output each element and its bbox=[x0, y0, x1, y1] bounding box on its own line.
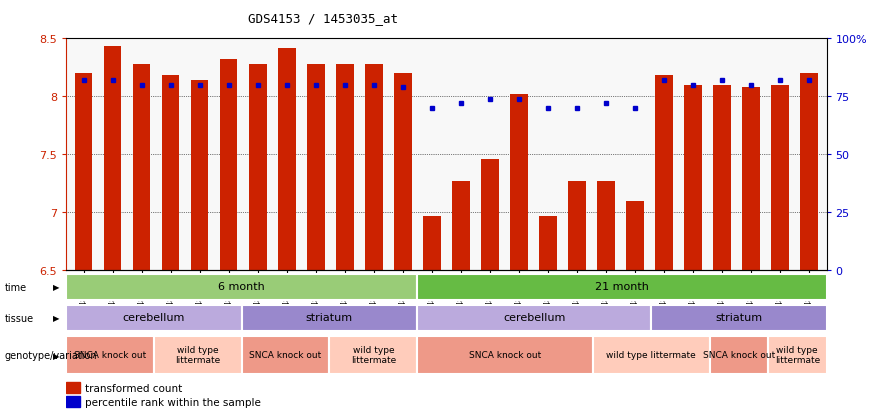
Text: cerebellum: cerebellum bbox=[503, 313, 566, 323]
Text: SNCA knock out: SNCA knock out bbox=[249, 350, 322, 359]
Bar bbox=[510, 95, 528, 271]
Text: GDS4153 / 1453035_at: GDS4153 / 1453035_at bbox=[248, 12, 398, 25]
Text: ▶: ▶ bbox=[53, 351, 59, 360]
Bar bbox=[423, 216, 440, 271]
Bar bbox=[66, 396, 80, 407]
Text: genotype/variation: genotype/variation bbox=[4, 350, 97, 360]
Bar bbox=[365, 65, 383, 271]
Text: SNCA knock out: SNCA knock out bbox=[74, 350, 146, 359]
Bar bbox=[568, 181, 586, 271]
Bar bbox=[627, 201, 644, 271]
Bar bbox=[652, 305, 827, 331]
Bar bbox=[772, 85, 789, 271]
Bar bbox=[481, 159, 499, 271]
Text: 21 month: 21 month bbox=[595, 282, 649, 292]
Text: wild type
littermate: wild type littermate bbox=[175, 345, 220, 364]
Bar bbox=[162, 76, 179, 271]
Bar bbox=[768, 337, 827, 374]
Bar bbox=[66, 305, 241, 331]
Text: wild type
littermate: wild type littermate bbox=[351, 345, 396, 364]
Bar bbox=[330, 337, 417, 374]
Bar bbox=[75, 74, 93, 271]
Text: striatum: striatum bbox=[306, 313, 353, 323]
Bar bbox=[278, 48, 295, 271]
Text: SNCA knock out: SNCA knock out bbox=[703, 350, 775, 359]
Bar bbox=[104, 47, 121, 271]
Bar bbox=[800, 74, 818, 271]
Text: wild type
littermate: wild type littermate bbox=[774, 345, 820, 364]
Bar bbox=[417, 305, 652, 331]
Text: transformed count: transformed count bbox=[85, 383, 183, 393]
Bar bbox=[417, 274, 827, 300]
Bar bbox=[241, 337, 330, 374]
Text: ▶: ▶ bbox=[53, 282, 59, 292]
Text: striatum: striatum bbox=[715, 313, 762, 323]
Bar bbox=[241, 305, 417, 331]
Bar bbox=[710, 337, 768, 374]
Bar bbox=[655, 76, 673, 271]
Text: tissue: tissue bbox=[4, 313, 34, 323]
Text: wild type littermate: wild type littermate bbox=[606, 350, 696, 359]
Bar bbox=[133, 65, 150, 271]
Bar bbox=[592, 337, 710, 374]
Text: time: time bbox=[4, 282, 27, 292]
Bar bbox=[336, 65, 354, 271]
Bar bbox=[66, 382, 80, 393]
Text: SNCA knock out: SNCA knock out bbox=[469, 350, 541, 359]
Bar bbox=[307, 65, 324, 271]
Bar bbox=[417, 337, 592, 374]
Bar bbox=[598, 181, 614, 271]
Bar bbox=[220, 60, 238, 271]
Bar bbox=[743, 88, 760, 271]
Bar bbox=[394, 74, 412, 271]
Bar bbox=[66, 274, 417, 300]
Bar bbox=[684, 85, 702, 271]
Bar bbox=[453, 181, 469, 271]
Text: percentile rank within the sample: percentile rank within the sample bbox=[85, 398, 261, 408]
Bar bbox=[249, 65, 266, 271]
Bar bbox=[539, 216, 557, 271]
Text: cerebellum: cerebellum bbox=[123, 313, 186, 323]
Bar bbox=[154, 337, 241, 374]
Bar bbox=[713, 85, 731, 271]
Bar bbox=[66, 337, 154, 374]
Text: ▶: ▶ bbox=[53, 313, 59, 323]
Text: 6 month: 6 month bbox=[218, 282, 265, 292]
Bar bbox=[191, 81, 209, 271]
